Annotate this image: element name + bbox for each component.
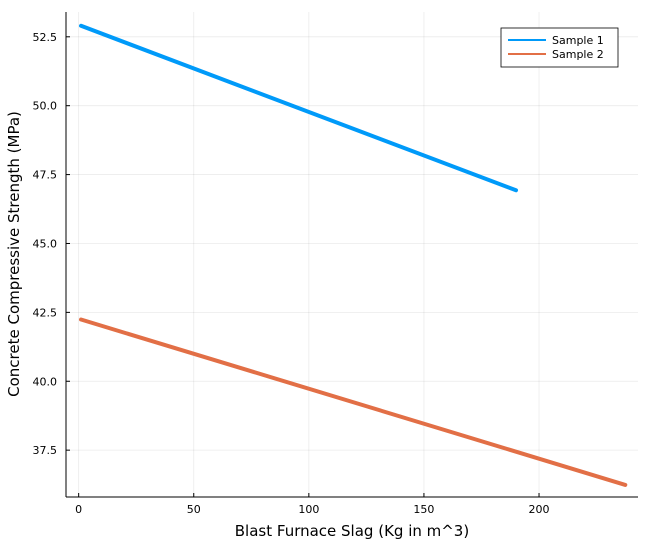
y-tick-label: 45.0 bbox=[33, 237, 58, 250]
y-tick-label: 40.0 bbox=[33, 375, 58, 388]
y-tick-label: 47.5 bbox=[33, 169, 58, 182]
y-tick-label: 37.5 bbox=[33, 444, 58, 457]
legend-label-sample-1: Sample 1 bbox=[552, 34, 604, 47]
x-axis-title: Blast Furnace Slag (Kg in m^3) bbox=[235, 522, 469, 540]
grid bbox=[66, 12, 638, 497]
x-tick-label: 150 bbox=[413, 503, 434, 516]
x-tick-label: 50 bbox=[187, 503, 201, 516]
y-tick-label: 50.0 bbox=[33, 100, 58, 113]
legend-label-sample-2: Sample 2 bbox=[552, 48, 604, 61]
ticks: 0 50 100 150 200 37.5 40.0 42.5 45.0 47.5 50.0 52.5 bbox=[33, 31, 550, 516]
series-line-sample-2 bbox=[79, 317, 628, 487]
legend: Sample 1 Sample 2 bbox=[500, 27, 619, 68]
y-axis-title: Concrete Compressive Strength (MPa) bbox=[5, 111, 23, 397]
y-tick-label: 42.5 bbox=[33, 306, 58, 319]
axes bbox=[65, 12, 638, 498]
series-layer bbox=[79, 23, 628, 487]
x-tick-label: 200 bbox=[529, 503, 550, 516]
legend-box bbox=[500, 27, 619, 68]
series-line-sample-1 bbox=[79, 23, 518, 193]
x-tick-label: 100 bbox=[298, 503, 319, 516]
y-tick-label: 52.5 bbox=[33, 31, 58, 44]
x-tick-label: 0 bbox=[75, 503, 82, 516]
